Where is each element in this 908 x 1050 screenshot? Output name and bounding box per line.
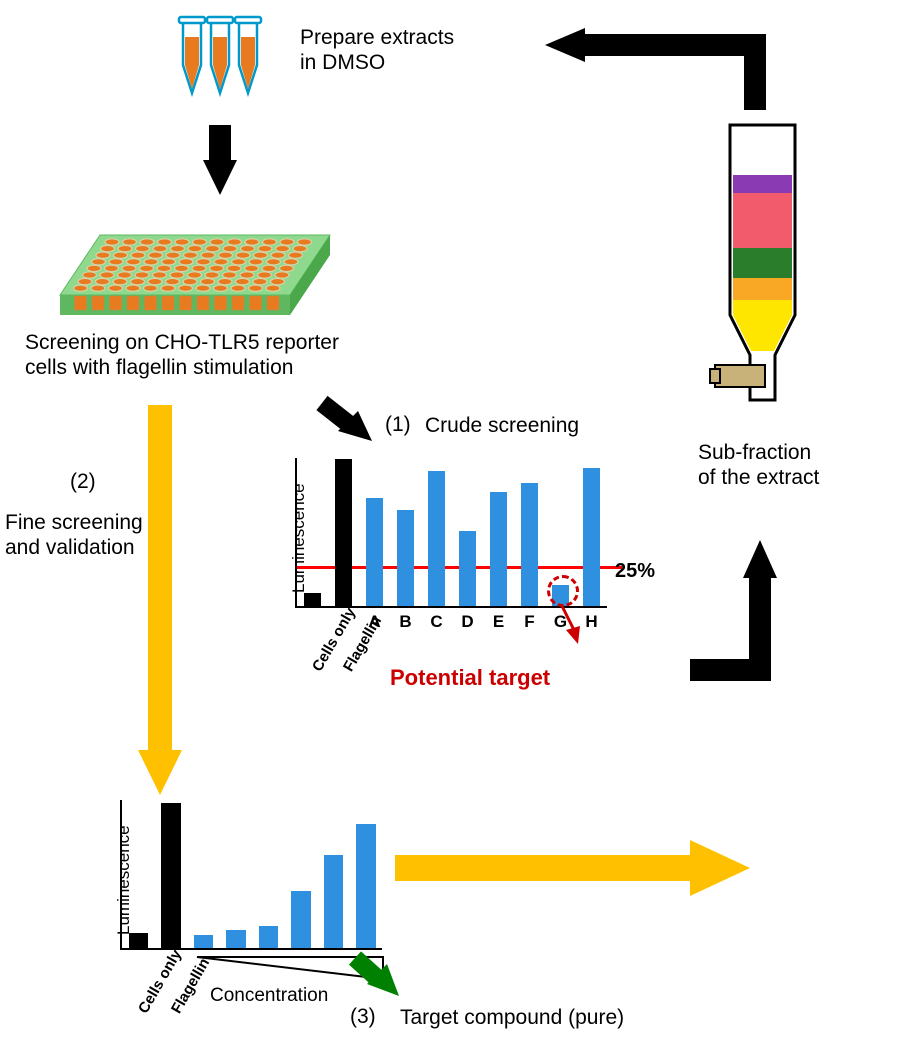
screening-label: Screening on CHO-TLR5 reporter cells wit… [25,330,339,380]
step1-label: Crude screening [425,413,579,438]
bar [226,930,246,948]
bar [521,483,538,606]
test-tubes-icon [175,15,265,95]
chart-xlabel: C [421,612,452,632]
chart-xlabel: A [359,612,390,632]
subfraction-label: Sub-fraction of the extract [698,440,819,490]
fine-screening-chart: Luminescence Cells onlyFlagellin [120,800,382,950]
bar [129,933,149,948]
bar [259,926,279,949]
step1-number: (1) [385,413,411,437]
prepare-extracts-label: Prepare extracts in DMSO [300,25,454,75]
well-plate-icon [55,210,335,325]
bar [428,471,445,606]
potential-target-arrow [548,600,588,650]
chart1-ylabel: Luminescence [289,483,309,593]
arrow-tubes-to-plate [195,120,245,200]
threshold-label: 25% [615,560,655,583]
bar [459,531,476,606]
bar [291,891,311,948]
bar [397,510,414,606]
chart-xlabel: B [390,612,421,632]
chart-xlabel: E [483,612,514,632]
step2-number: (2) [70,470,96,494]
step3-label: Target compound (pure) [400,1005,624,1030]
bar [194,935,214,949]
arrow-fine-to-column [390,820,790,920]
bar [583,468,600,606]
chart2-ylabel: Luminescence [114,825,134,935]
arrow-plate-to-crude [310,395,380,450]
bar [490,492,507,606]
bar [335,459,352,606]
concentration-label: Concentration [210,985,328,1008]
chromatography-column-icon [700,115,820,415]
step3-number: (3) [350,1005,376,1029]
arrow-plate-to-fine [130,400,190,800]
bar [324,855,344,948]
arrow-column-to-tubes [535,20,785,130]
arrow-crude-to-column [680,530,790,690]
step2-label: Fine screening and validation [5,510,143,560]
bar [356,824,376,949]
bar [366,498,383,606]
potential-target-label: Potential target [390,665,550,691]
chart-xlabel: D [452,612,483,632]
chart-xlabel: F [514,612,545,632]
bar [161,803,181,949]
bar [304,593,321,607]
arrow-to-target-compound [345,950,405,1005]
